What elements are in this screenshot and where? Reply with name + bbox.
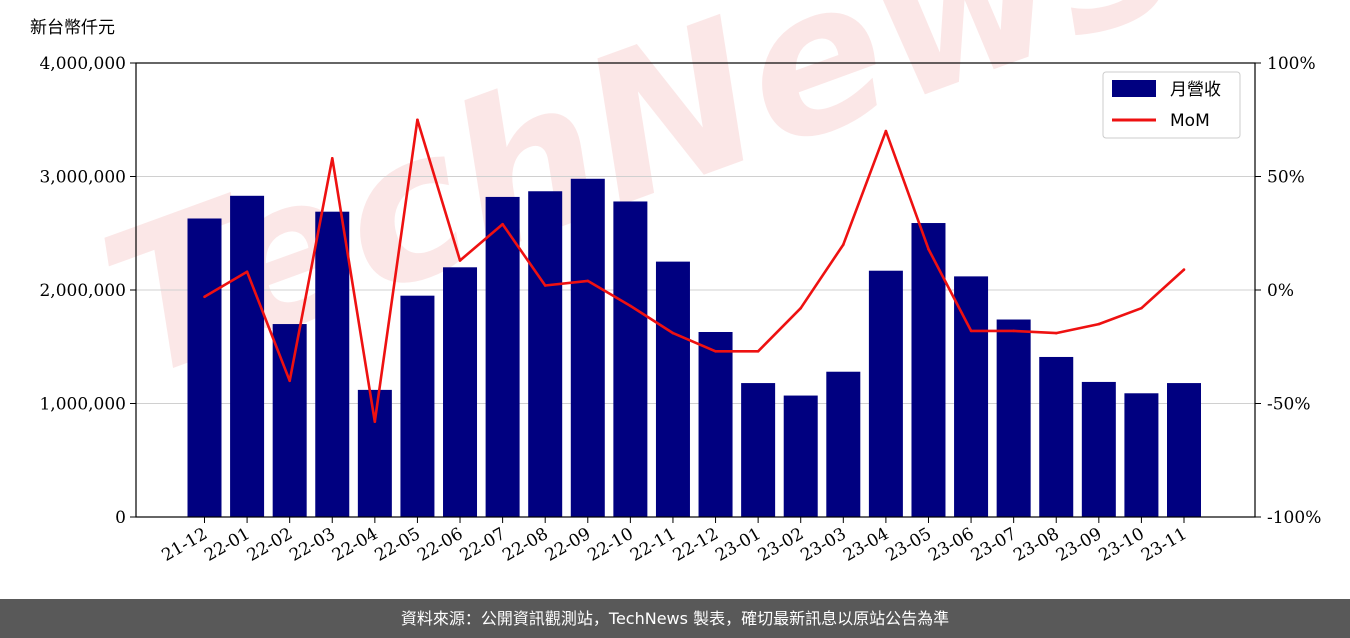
bar-22-11: [655, 261, 690, 517]
bar-22-12: [698, 331, 733, 517]
legend-label-revenue: 月營收: [1170, 80, 1221, 100]
left-tick-label: 0: [115, 508, 126, 528]
x-tick-label: 22-04: [329, 524, 381, 566]
mom-point-22-09: [586, 279, 590, 283]
legend-swatch-revenue: [1112, 80, 1156, 97]
mom-point-22-01: [245, 270, 249, 274]
x-tick-label: 23-02: [755, 524, 807, 566]
bar-23-05: [911, 223, 946, 517]
bar-22-05: [400, 295, 435, 517]
bar-23-03: [826, 371, 861, 517]
x-tick-label: 23-06: [925, 524, 977, 566]
x-tick-label: 22-11: [627, 524, 679, 566]
bar-22-10: [613, 201, 648, 517]
right-axis: -100% -50% 0% 50% 100%: [1255, 54, 1321, 528]
x-tick-label: 22-12: [670, 524, 722, 566]
bar-23-07: [996, 319, 1031, 517]
bar-22-02: [272, 324, 307, 517]
x-tick-label: 23-03: [797, 524, 849, 566]
bar-22-09: [570, 178, 605, 517]
x-tick-label: 23-05: [883, 524, 935, 566]
bar-22-06: [443, 267, 478, 517]
mom-point-23-11: [1182, 268, 1186, 271]
mom-point-23-05: [927, 247, 930, 251]
mom-point-23-02: [799, 306, 803, 310]
x-tick-label: 23-04: [840, 524, 892, 566]
bar-22-07: [485, 196, 520, 517]
mom-point-23-07: [1012, 329, 1015, 333]
bar-22-08: [528, 191, 563, 517]
mom-point-21-12: [203, 295, 206, 299]
x-axis: 21-1222-0122-0222-0322-0422-0522-0622-07…: [159, 517, 1191, 566]
x-tick-label: 23-01: [712, 524, 764, 566]
mom-point-22-04: [373, 420, 377, 423]
bar-23-08: [1039, 356, 1074, 517]
right-tick-label: 0%: [1267, 281, 1294, 301]
bar-23-02: [783, 395, 818, 517]
right-tick-label: -100%: [1267, 508, 1321, 528]
bar-21-12: [187, 218, 222, 517]
bar-23-01: [741, 383, 776, 517]
x-tick-label: 22-02: [244, 524, 296, 566]
mom-line: [203, 118, 1185, 424]
x-tick-label: 22-09: [542, 524, 594, 566]
bar-23-06: [954, 276, 989, 517]
unit-label: 新台幣仟元: [30, 18, 115, 38]
mom-point-23-08: [1054, 331, 1058, 335]
x-tick-label: 21-12: [159, 524, 211, 566]
x-tick-label: 22-07: [457, 524, 509, 566]
x-tick-label: 22-06: [414, 524, 466, 566]
bar-22-01: [230, 195, 265, 518]
left-tick-label: 1,000,000: [39, 395, 126, 415]
mom-point-23-03: [842, 243, 845, 246]
bar-23-04: [868, 270, 903, 517]
mom-point-22-06: [458, 259, 462, 262]
mom-point-23-04: [884, 129, 888, 133]
right-tick-label: -50%: [1267, 395, 1311, 415]
x-tick-label: 23-10: [1095, 524, 1147, 566]
source-footer: 資料來源：公開資訊觀測站，TechNews 製表，確切最新訊息以原站公告為準: [0, 599, 1350, 638]
mom-point-22-12: [714, 349, 717, 353]
x-tick-label: 22-01: [201, 524, 253, 566]
bar-22-03: [315, 211, 350, 517]
mom-point-22-10: [629, 304, 632, 308]
x-tick-label: 22-10: [584, 524, 636, 566]
bar-22-04: [357, 389, 392, 517]
x-tick-label: 22-03: [286, 524, 338, 566]
left-axis: 0 1,000,000 2,000,000 3,000,000 4,000,000: [39, 54, 136, 528]
x-tick-label: 22-08: [499, 524, 551, 566]
bar-series: [187, 178, 1201, 518]
left-tick-label: 4,000,000: [39, 54, 126, 74]
mom-point-22-11: [671, 331, 675, 335]
mom-point-23-06: [969, 329, 973, 333]
x-tick-label: 22-05: [371, 524, 423, 566]
mom-point-23-09: [1097, 322, 1101, 326]
x-tick-label: 23-09: [1053, 524, 1105, 566]
left-tick-label: 3,000,000: [39, 168, 126, 188]
chart: TechNews 01,000,0002,000,0003,000,0004,0…: [30, 0, 1321, 566]
mom-point-23-10: [1140, 306, 1143, 310]
mom-point-22-02: [288, 379, 291, 383]
line-series: [203, 118, 1186, 424]
legend-label-mom: MoM: [1170, 111, 1210, 131]
bar-23-09: [1081, 381, 1116, 517]
right-tick-label: 100%: [1267, 54, 1316, 74]
mom-point-22-05: [416, 118, 419, 122]
left-tick-label: 2,000,000: [39, 281, 126, 301]
mom-point-22-08: [543, 284, 547, 287]
bar-23-10: [1124, 393, 1159, 517]
x-tick-label: 23-08: [1010, 524, 1062, 566]
mom-point-23-01: [756, 349, 760, 353]
x-tick-label: 23-07: [968, 524, 1020, 566]
legend: 月營收 MoM: [1102, 71, 1241, 139]
right-tick-label: 50%: [1267, 168, 1305, 188]
mom-point-22-07: [501, 222, 504, 226]
x-tick-label: 23-11: [1138, 524, 1190, 566]
bar-23-11: [1167, 383, 1201, 517]
mom-point-22-03: [330, 157, 334, 160]
